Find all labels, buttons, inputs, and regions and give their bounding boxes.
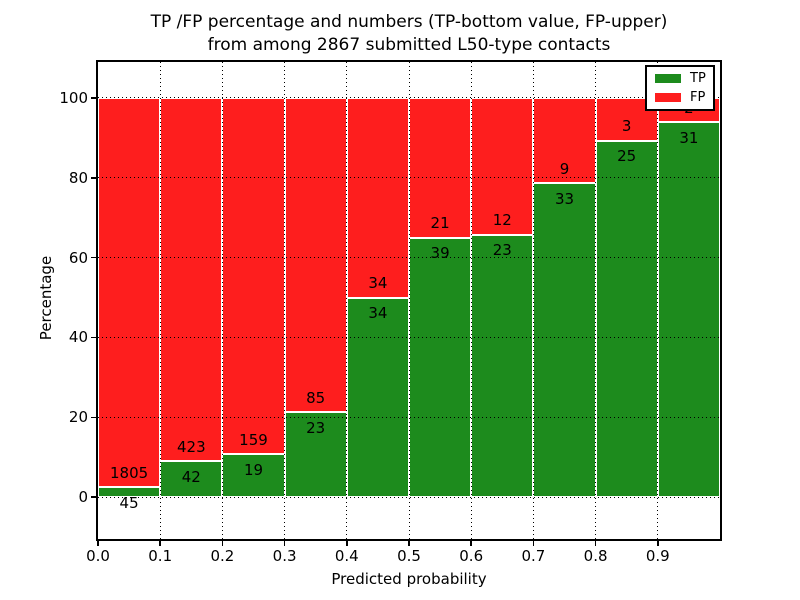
bar-fp-6 — [471, 97, 534, 235]
x-tick-2 — [221, 541, 224, 546]
bar-count-label-tp-4: 34 — [368, 304, 388, 322]
bar-count-label-tp-8: 25 — [617, 147, 637, 166]
bar-count-label-tp-7: 33 — [554, 189, 575, 208]
x-tick-label-8: 0.8 — [583, 547, 608, 565]
bar-fp-0 — [98, 97, 161, 488]
x-tick-3 — [283, 541, 286, 546]
bar-count-label-fp-4: 34 — [368, 274, 388, 292]
x-tick-6 — [470, 541, 472, 546]
bar-tp-2 — [222, 454, 285, 498]
x-tick-label-5: 0.5 — [397, 547, 421, 565]
bar-fp-1 — [160, 97, 223, 462]
legend-item-tp: TP — [655, 72, 706, 85]
y-tick-label-40: 40 — [68, 328, 88, 347]
x-axis-label: Predicted probability — [331, 570, 487, 588]
bar-count-label-tp-6: 23 — [492, 241, 512, 260]
chart-title: TP /FP percentage and numbers (TP-bottom… — [96, 11, 722, 57]
x-tick-label-0: 0.0 — [86, 547, 110, 565]
bar-count-label-fp-0: 1805 — [110, 463, 149, 482]
v-gridline-0.5 — [408, 62, 410, 539]
bar-count-label-fp-2: 159 — [239, 430, 268, 449]
v-gridline-0.2 — [221, 62, 223, 539]
y-tick-0 — [91, 496, 96, 498]
bar-tp-5 — [409, 237, 472, 498]
v-gridline-0.3 — [284, 62, 286, 539]
y-tick-40 — [91, 336, 96, 339]
bar-count-label-tp-1: 42 — [181, 467, 201, 486]
bar-count-label-fp-8: 3 — [621, 117, 632, 136]
y-tick-label-0: 0 — [78, 488, 88, 507]
bar-fp-7 — [533, 97, 596, 184]
bar-tp-9 — [657, 122, 720, 498]
fp-color-swatch — [655, 93, 681, 102]
x-tick-1 — [159, 541, 161, 546]
y-tick-100 — [91, 97, 96, 99]
bar-tp-8 — [595, 140, 658, 498]
y-tick-label-100: 100 — [59, 88, 88, 107]
bar-count-label-tp-5: 39 — [430, 244, 450, 263]
bar-count-label-tp-0: 45 — [119, 493, 139, 512]
bar-fp-4 — [346, 97, 409, 298]
bar-count-label-fp-1: 423 — [176, 437, 206, 456]
x-tick-label-6: 0.6 — [459, 547, 484, 565]
x-tick-8 — [594, 541, 597, 546]
bar-count-label-tp-9: 31 — [679, 128, 699, 147]
y-tick-60 — [91, 256, 96, 259]
bar-count-label-tp-3: 23 — [306, 418, 326, 437]
legend: TP FP — [645, 65, 715, 111]
chart-title-line1: TP /FP percentage and numbers (TP-bottom… — [150, 12, 668, 32]
legend-label-tp: TP — [690, 71, 706, 86]
bar-count-label-fp-7: 9 — [559, 159, 570, 178]
tp-color-swatch — [655, 74, 681, 83]
bar-tp-1 — [160, 461, 223, 498]
bar-fp-2 — [222, 97, 285, 455]
v-gridline-0.4 — [346, 62, 348, 539]
plot-area: TP FP 1805 45 423 42 159 19 85 23 34 34 21 39 12 23 9 3… — [96, 60, 722, 541]
bar-count-label-fp-5: 21 — [430, 214, 450, 233]
y-tick-label-20: 20 — [68, 408, 88, 427]
x-tick-4 — [346, 541, 348, 546]
bar-count-label-fp-3: 85 — [306, 388, 326, 407]
x-tick-7 — [532, 541, 535, 546]
v-gridline-0.8 — [595, 62, 597, 539]
bar-fp-3 — [284, 97, 347, 413]
bar-tp-6 — [471, 234, 534, 498]
bar-count-label-tp-2: 19 — [243, 460, 264, 479]
y-tick-label-80: 80 — [68, 168, 88, 187]
bar-tp-3 — [284, 412, 347, 498]
x-tick-label-7: 0.7 — [521, 547, 546, 565]
v-gridline-0.6 — [470, 62, 472, 539]
bar-count-label-fp-6: 12 — [492, 211, 512, 230]
x-tick-label-4: 0.4 — [334, 547, 359, 565]
chart-title-line2: from among 2867 submitted L50-type conta… — [207, 35, 611, 55]
v-gridline-0.9 — [657, 62, 659, 539]
x-tick-9 — [657, 541, 659, 546]
bar-tp-7 — [533, 183, 596, 498]
y-tick-80 — [91, 177, 96, 179]
x-tick-label-3: 0.3 — [272, 547, 297, 565]
v-gridline-0.7 — [532, 62, 534, 539]
x-tick-5 — [408, 541, 410, 546]
y-tick-20 — [91, 416, 96, 418]
bar-tp-4 — [346, 297, 409, 498]
legend-item-fp: FP — [655, 91, 706, 104]
y-tick-label-60: 60 — [68, 248, 88, 267]
legend-label-fp: FP — [690, 90, 706, 105]
bar-fp-5 — [409, 97, 472, 238]
x-tick-label-9: 0.9 — [645, 547, 670, 565]
x-tick-label-1: 0.1 — [148, 547, 173, 565]
x-tick-label-2: 0.2 — [210, 547, 235, 565]
x-tick-0 — [97, 541, 99, 546]
v-gridline-0.1 — [159, 62, 161, 539]
